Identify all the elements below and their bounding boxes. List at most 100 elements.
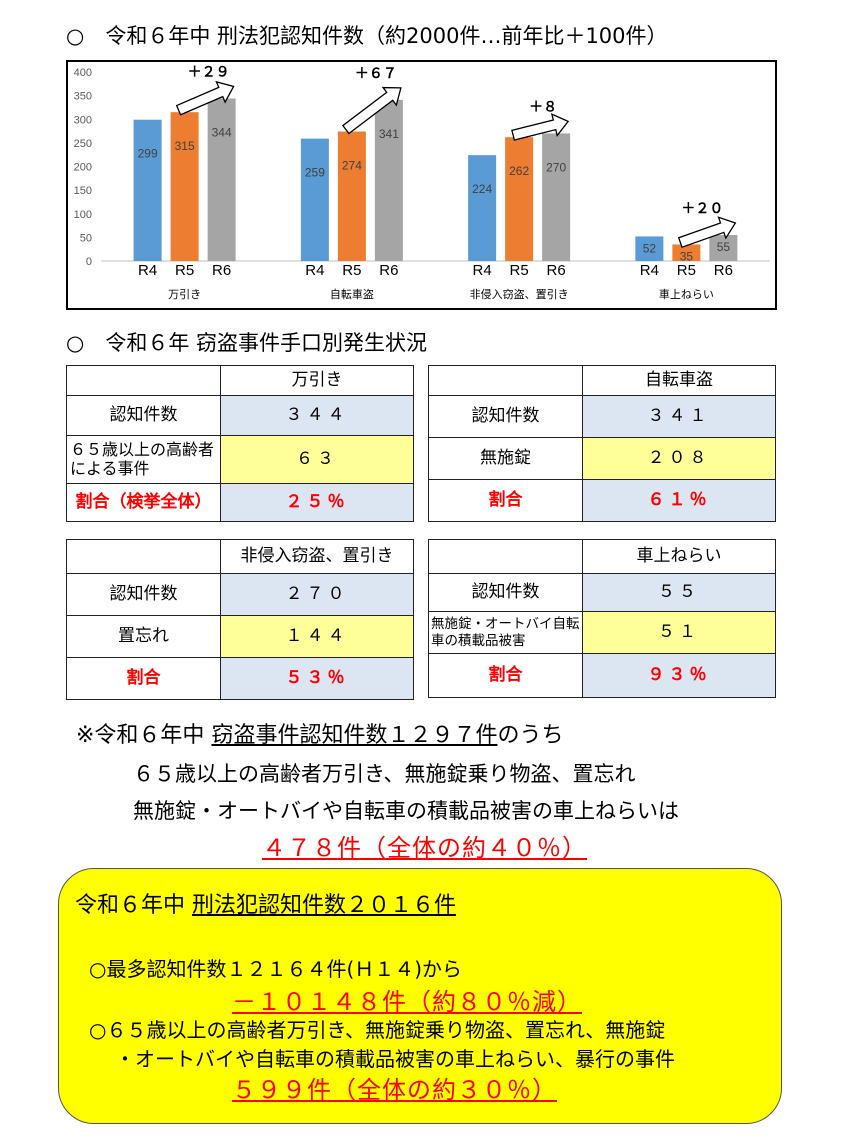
- bar-r4: [635, 236, 664, 261]
- x-series-label: R5: [677, 262, 696, 279]
- bar-value-label: 35: [680, 249, 694, 263]
- row-value: ５５: [582, 573, 776, 612]
- y-tick-label: 200: [74, 162, 92, 174]
- table-corner: [428, 539, 583, 574]
- ratio-value: ２５％: [220, 483, 414, 522]
- x-series-label: R4: [473, 262, 492, 279]
- bar-r5: [337, 131, 366, 261]
- bar-value-label: 341: [379, 127, 399, 141]
- x-category-label: 自転車盗: [330, 287, 374, 301]
- note-line-1-suffix: のうち: [497, 723, 564, 748]
- summary-item-2-line-1: ○６５歳以上の高齢者万引き、無施錠乗り物盗、置忘れ、無施錠: [89, 1018, 666, 1042]
- row-value: ２０８: [582, 437, 776, 480]
- ratio-label: 割合: [66, 657, 221, 700]
- x-series-label: R4: [640, 262, 659, 279]
- y-tick-label: 0: [86, 256, 92, 268]
- y-tick-label: 250: [74, 138, 92, 150]
- row-label: 認知件数: [66, 395, 221, 436]
- note-line-2: ６５歳以上の高齢者万引き、無施錠乗り物盗、置忘れ: [133, 762, 636, 786]
- bar-value-label: 259: [305, 166, 325, 180]
- table-shoplifting: 万引き 認知件数 ３４４ ６５歳以上の高齢者による事件 ６３ 割合（検挙全体） …: [66, 365, 414, 522]
- table-corner: [66, 539, 221, 574]
- x-series-label: R5: [342, 262, 361, 279]
- bar-value-label: 344: [212, 125, 232, 139]
- bar-value-label: 274: [342, 159, 362, 173]
- summary-title-underlined: 刑法犯認知件数２０１６件: [192, 893, 457, 918]
- bar-r5: [672, 244, 701, 261]
- summary-item-1: ○最多認知件数１２１６４件(Ｈ１４)から: [89, 957, 463, 981]
- ratio-value: ６１％: [582, 479, 776, 522]
- row-label: 認知件数: [428, 573, 583, 612]
- bar-r5: [170, 112, 199, 261]
- row-value: ５１: [582, 611, 776, 654]
- note-line-1: ※令和６年中 窃盗事件認知件数１２９７件のうち: [76, 717, 563, 749]
- bar-value-label: 262: [509, 164, 529, 178]
- bar-r6: [542, 133, 571, 261]
- ratio-value: ９３％: [582, 653, 776, 698]
- row-value: ３４１: [582, 395, 776, 438]
- bar-r5: [505, 137, 534, 261]
- x-series-label: R4: [305, 262, 324, 279]
- row-value: ６３: [220, 435, 414, 484]
- x-category-label: 非侵入窃盗、置引き: [470, 287, 569, 301]
- bar-value-label: 55: [717, 240, 731, 254]
- increase-annotation: ＋６７: [355, 66, 397, 82]
- x-series-label: R6: [547, 262, 566, 279]
- crime-bar-chart: 0 50 100 150 200 250 300 350 400 299 R4 315 R5 344 R6 万…: [66, 60, 777, 310]
- x-series-label: R6: [714, 262, 733, 279]
- summary-item-1-result: －１０１４８件（約８０％減）: [232, 988, 582, 1016]
- table-non-intrusion-theft: 非侵入窃盗、置引き 認知件数 ２７０ 置忘れ １４４ 割合 ５３％: [66, 539, 414, 700]
- table-bicycle-theft: 自転車盗 認知件数 ３４１ 無施錠 ２０８ 割合 ６１％: [428, 365, 776, 522]
- bar-r6: [374, 99, 403, 261]
- row-label: ６５歳以上の高齢者による事件: [66, 435, 221, 484]
- ratio-label: 割合: [428, 653, 583, 698]
- chart-svg: 0 50 100 150 200 250 300 350 400 299 R4 315 R5 344 R6 万…: [74, 64, 770, 301]
- bar-value-label: 270: [546, 160, 566, 174]
- bar-value-label: 299: [138, 147, 158, 161]
- row-label: 無施錠: [428, 437, 583, 480]
- bar-r4: [468, 155, 497, 261]
- table-vehicle-theft: 車上ねらい 認知件数 ５５ 無施錠・オートバイ自転車の積載品被害 ５１ 割合 ９…: [428, 539, 776, 698]
- table-header: 自転車盗: [582, 365, 776, 396]
- ratio-label: 割合: [428, 479, 583, 522]
- row-value: ２７０: [220, 573, 414, 616]
- x-series-label: R5: [510, 262, 529, 279]
- y-tick-label: 400: [74, 67, 92, 79]
- summary-item-2-result: ５９９件（全体の約３０％）: [232, 1076, 557, 1104]
- x-series-label: R4: [138, 262, 157, 279]
- note-line-3: 無施錠・オートバイや自転車の積載品被害の車上ねらいは: [133, 799, 679, 823]
- bar-r6: [709, 235, 738, 261]
- x-category-label: 車上ねらい: [659, 287, 714, 301]
- row-value: ３４４: [220, 395, 414, 436]
- table-corner: [428, 365, 583, 396]
- increase-arrow: [175, 80, 235, 116]
- bar-value-label: 315: [175, 139, 195, 153]
- section1-title: ○ 令和６年中 刑法犯認知件数（約2000件…前年比＋100件）: [66, 24, 668, 48]
- summary-title: 令和６年中 刑法犯認知件数２０１６件: [75, 887, 456, 919]
- y-tick-label: 350: [74, 91, 92, 103]
- bar-r6: [207, 98, 236, 262]
- row-label: 認知件数: [66, 573, 221, 616]
- bar-value-label: 52: [643, 241, 657, 255]
- increase-arrow: [677, 216, 737, 249]
- section2-title: ○ 令和６年 窃盗事件手口別発生状況: [66, 331, 427, 355]
- ratio-label: 割合（検挙全体）: [66, 483, 221, 522]
- x-category-label: 万引き: [168, 287, 201, 301]
- note-line-1-prefix: ※令和６年中: [76, 723, 212, 748]
- x-series-label: R5: [175, 262, 194, 279]
- row-label: 無施錠・オートバイ自転車の積載品被害: [428, 611, 583, 654]
- summary-title-prefix: 令和６年中: [75, 893, 192, 918]
- row-value: １４４: [220, 615, 414, 658]
- summary-box: [58, 868, 782, 1124]
- y-tick-label: 100: [74, 209, 92, 221]
- increase-annotation: ＋８: [529, 99, 557, 115]
- table-header: 車上ねらい: [582, 539, 776, 574]
- note-line-1-underlined: 窃盗事件認知件数１２９７件: [211, 723, 498, 748]
- row-label: 置忘れ: [66, 615, 221, 658]
- summary-item-2-line-2: ・オートバイや自転車の積載品被害の車上ねらい、暴行の事件: [115, 1047, 675, 1071]
- increase-arrow: [341, 86, 402, 135]
- bar-value-label: 224: [472, 182, 492, 196]
- row-label: 認知件数: [428, 395, 583, 438]
- y-tick-label: 300: [74, 114, 92, 126]
- note-line-4: ４７８件（全体の約４０％）: [262, 834, 587, 862]
